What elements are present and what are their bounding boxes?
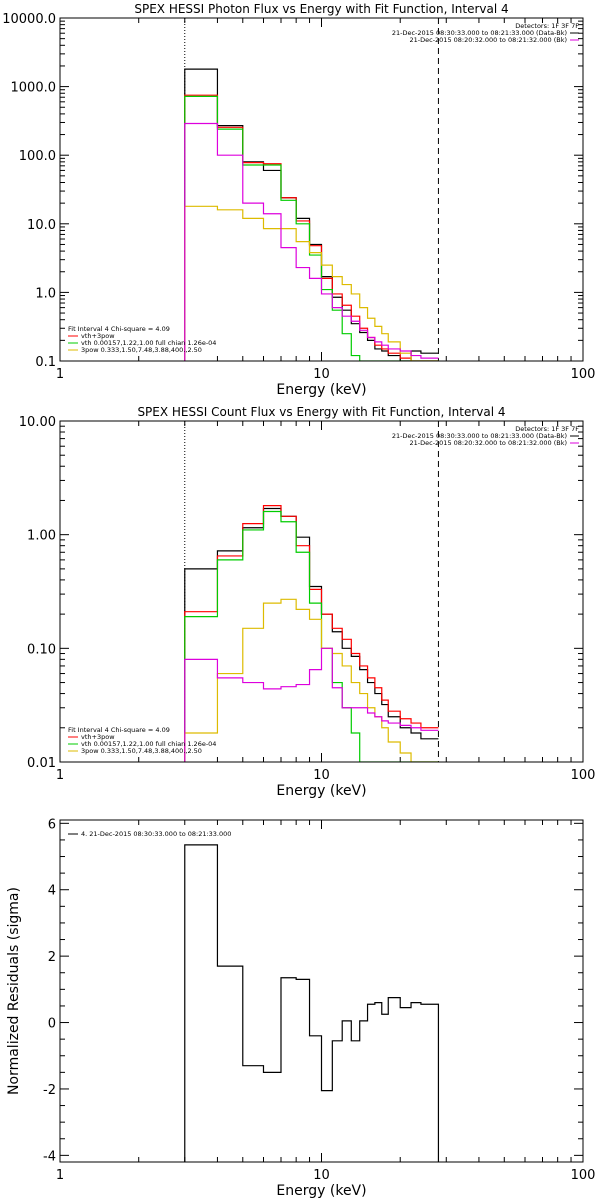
y-tick-label: 1000.0 — [11, 81, 57, 96]
y-tick-label: 10.0 — [27, 218, 56, 233]
legend-entry: vth+3pow — [81, 332, 115, 340]
chart-title: SPEX HESSI Count Flux vs Energy with Fit… — [137, 405, 505, 419]
legend-entry: 21-Dec-2015 08:20:32.000 to 08:21:32.000… — [410, 36, 568, 44]
x-axis-label: Energy (keV) — [276, 382, 366, 398]
series-line-vth — [184, 95, 439, 361]
y-tick-label: 1.0 — [35, 286, 56, 301]
y-tick-label: -2 — [43, 1083, 56, 1098]
legend-entry: vth 0.00157,1.22,1.00 full chian 1.26e-0… — [81, 740, 216, 748]
x-axis-label: Energy (keV) — [276, 1183, 366, 1199]
y-tick-label: 0 — [48, 1017, 56, 1032]
y-tick-label: -4 — [43, 1149, 56, 1164]
y-tick-label: 6 — [48, 817, 56, 832]
legend-entry: Detectors: 1F 3F 7F — [515, 425, 579, 433]
y-tick-label: 0.10 — [27, 642, 56, 657]
legend-entry: 21-Dec-2015 08:30:33.000 to 08:21:33.000… — [392, 29, 567, 37]
series-line-bk — [184, 122, 439, 361]
plot-frame — [59, 420, 584, 763]
y-tick-label: 1.00 — [27, 529, 56, 544]
x-tick-label: 100 — [571, 768, 596, 783]
y-axis-label: Normalized Residuals (sigma) — [6, 887, 22, 1095]
y-tick-label: 2 — [48, 950, 56, 965]
series-line-3pow — [184, 598, 439, 762]
x-tick-label: 1 — [56, 367, 64, 382]
y-tick-label: 100.0 — [19, 149, 56, 164]
plot-panel-1: SPEX HESSI Photon Flux vs Energy with Fi… — [2, 2, 595, 398]
legend-entry: Fit Interval 4 Chi-square = 4.09 — [68, 726, 170, 734]
legend-entry: 4. 21-Dec-2015 08:30:33.000 to 08:21:33.… — [81, 830, 231, 838]
x-tick-label: 1 — [56, 1168, 64, 1183]
series-line-vth-3pow — [184, 94, 439, 361]
series-line-bk — [184, 647, 439, 762]
plot-panel-3: 1 10 100 -4 -2 0 2 4 6 Energy (keV) Normalized Res… — [6, 817, 595, 1199]
legend-entry: vth 0.00157,1.22,1.00 full chian 1.26e-0… — [81, 339, 216, 347]
legend-entry: 21-Dec-2015 08:20:32.000 to 08:21:32.000… — [410, 439, 568, 447]
series-line-3pow — [184, 205, 439, 361]
x-tick-label: 10 — [313, 367, 330, 382]
x-tick-label: 10 — [313, 1168, 330, 1183]
legend-entry: 3pow 0.333,1.50,7.48,3.88,400.,2.50 — [81, 747, 202, 755]
plot-frame — [59, 17, 584, 362]
legend-entry: Detectors: 1F 3F 7F — [515, 22, 579, 30]
y-tick-label: 10000.0 — [2, 12, 56, 27]
legend-entry: vth+3pow — [81, 733, 115, 741]
y-tick-label: 0.01 — [27, 756, 56, 771]
y-tick-label: 4 — [48, 884, 56, 899]
x-tick-label: 1 — [56, 768, 64, 783]
x-tick-label: 100 — [571, 1168, 596, 1183]
y-tick-label: 0.1 — [35, 355, 56, 370]
legend-entry: 21-Dec-2015 08:30:33.000 to 08:21:33.000… — [392, 432, 567, 440]
x-axis-label: Energy (keV) — [276, 783, 366, 799]
plot-panel-2: SPEX HESSI Count Flux vs Energy with Fit… — [19, 405, 596, 799]
chart-title: SPEX HESSI Photon Flux vs Energy with Fi… — [134, 2, 508, 16]
x-tick-label: 100 — [571, 367, 596, 382]
plot-frame — [59, 819, 584, 1163]
series-line-data-bk — [184, 68, 439, 361]
x-tick-label: 10 — [313, 768, 330, 783]
legend-entry: 3pow 0.333,1.50,7.48,3.88,400.,2.50 — [81, 346, 202, 354]
y-tick-label: 10.00 — [19, 415, 56, 430]
legend-entry: Fit Interval 4 Chi-square = 4.09 — [68, 325, 170, 333]
series-line-residuals — [184, 844, 440, 1162]
